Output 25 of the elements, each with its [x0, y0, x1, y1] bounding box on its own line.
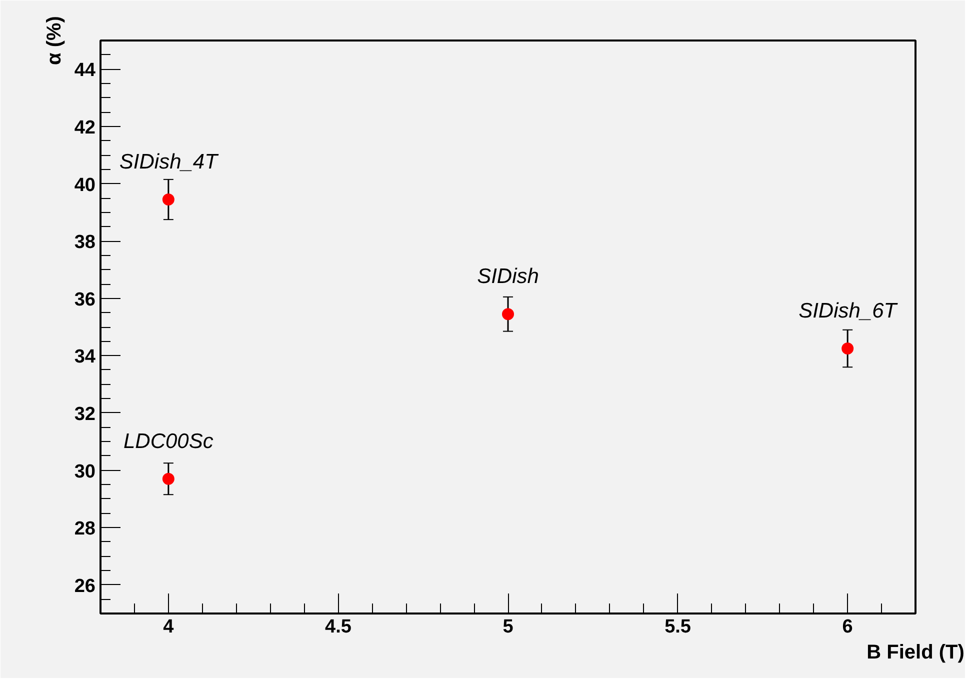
point	[162, 472, 174, 485]
annotation: LDC00Sc	[123, 430, 214, 453]
y-tick-label: 34	[74, 346, 96, 368]
point	[502, 308, 514, 320]
x-axis-title: B Field (T)	[866, 642, 964, 664]
y-tick-label: 42	[74, 117, 96, 138]
y-tick-label: 28	[74, 518, 96, 540]
y-tick-label: 26	[74, 576, 96, 597]
y-axis-title: α (%)	[43, 16, 66, 65]
x-tick-label: 4.5	[325, 616, 352, 638]
y-tick-label: 40	[74, 174, 96, 196]
x-tick-label: 6	[842, 616, 853, 638]
y-tick-label: 44	[74, 60, 96, 82]
point	[842, 342, 854, 354]
annotation: SIDish_6T	[798, 299, 899, 322]
annotation: SIDish_4T	[119, 150, 220, 174]
point	[162, 194, 174, 206]
y-tick-label: 36	[74, 289, 96, 310]
annotation: SIDish	[477, 265, 539, 288]
x-tick-label: 5.5	[664, 616, 692, 638]
y-tick-label: 32	[74, 404, 96, 425]
x-tick-label: 5	[502, 616, 514, 638]
y-tick-label: 30	[74, 461, 96, 482]
y-tick-label: 38	[74, 232, 96, 254]
x-tick-label: 4	[163, 616, 174, 638]
